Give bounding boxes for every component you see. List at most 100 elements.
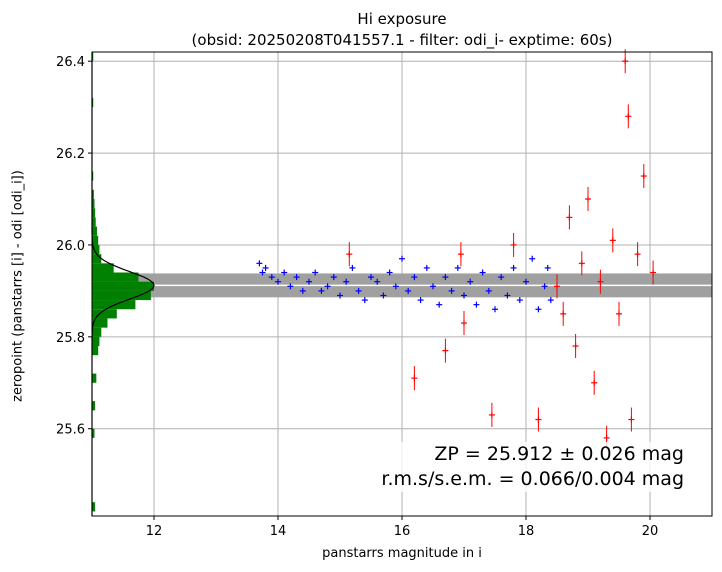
histogram-bar <box>92 52 94 62</box>
data-point <box>318 287 325 294</box>
data-point <box>510 264 517 271</box>
data-point <box>492 306 498 313</box>
histogram-bar <box>92 97 94 108</box>
data-point <box>485 287 492 294</box>
chart-subtitle: (obsid: 20250208T041557.1 - filter: odi_… <box>191 31 613 49</box>
histogram-bar <box>92 217 96 227</box>
data-point <box>430 283 436 290</box>
data-point <box>306 278 312 285</box>
data-point <box>448 287 455 294</box>
data-point <box>337 292 343 299</box>
y-tick-label: 25.8 <box>56 331 85 346</box>
data-point <box>287 283 294 290</box>
data-point <box>535 407 542 432</box>
histogram-bar <box>92 254 102 264</box>
data-point <box>268 274 275 281</box>
histogram-bar <box>92 244 100 255</box>
data-point <box>479 269 486 276</box>
histogram-bar <box>92 318 108 328</box>
data-point <box>349 264 356 271</box>
data-point <box>380 292 387 299</box>
y-tick-label: 26.2 <box>56 147 85 162</box>
y-tick-label: 26.0 <box>56 239 85 254</box>
annotation-rms: r.m.s/s.e.m. = 0.066/0.004 mag <box>381 468 684 490</box>
histogram-bar <box>92 373 97 383</box>
zeropoint-annotation: ZP = 25.912 ± 0.026 mag r.m.s/s.e.m. = 0… <box>379 442 686 492</box>
data-point <box>572 334 579 359</box>
data-point <box>417 297 424 304</box>
x-tick-label: 12 <box>146 524 163 539</box>
data-point <box>461 292 467 299</box>
histogram-bar <box>92 171 94 181</box>
histogram-bar <box>92 272 139 282</box>
histogram <box>91 52 155 516</box>
axes <box>88 51 713 520</box>
data-point <box>293 274 300 281</box>
data-point <box>547 297 554 304</box>
histogram-bar <box>92 226 97 236</box>
data-point <box>498 274 505 281</box>
data-point <box>504 292 511 299</box>
data-point <box>405 287 412 294</box>
data-point <box>436 301 443 308</box>
data-point <box>585 187 591 212</box>
data-point <box>392 283 399 290</box>
histogram-bar <box>92 263 114 273</box>
data-point <box>299 287 306 294</box>
data-points <box>256 49 657 450</box>
data-point <box>461 311 467 336</box>
data-point <box>650 260 657 285</box>
data-point <box>324 283 331 290</box>
data-point <box>368 274 374 281</box>
data-point <box>343 278 350 285</box>
data-point <box>411 366 418 391</box>
y-axis-label: zeropoint (panstarrs [i] - odi [odi_i]) <box>10 170 26 402</box>
tick-labels: 12 14 16 18 20 25.6 25.8 26.0 26.2 26.4 <box>56 55 658 539</box>
data-point <box>467 278 474 285</box>
data-point <box>262 264 269 271</box>
x-tick-label: 20 <box>642 524 659 539</box>
data-point <box>374 278 381 285</box>
data-point <box>640 164 647 189</box>
histogram-bar <box>92 327 102 337</box>
data-point <box>423 264 430 271</box>
data-point <box>442 274 449 281</box>
data-point <box>529 255 536 262</box>
histogram-bar <box>92 281 154 291</box>
data-point <box>609 228 616 253</box>
data-point <box>411 274 418 281</box>
axes-frame <box>91 51 713 517</box>
data-point <box>616 301 622 326</box>
data-point <box>541 283 548 290</box>
data-point <box>516 297 523 304</box>
y-tick-label: 26.4 <box>56 55 85 70</box>
data-point <box>454 264 461 271</box>
data-point <box>544 264 551 271</box>
chart-title: Hi exposure <box>357 10 447 28</box>
data-point <box>554 274 560 299</box>
histogram-bar <box>92 199 95 209</box>
histogram-bar <box>92 346 99 356</box>
data-point <box>510 232 517 257</box>
annotation-zp: ZP = 25.912 ± 0.026 mag <box>434 443 684 465</box>
data-point <box>281 269 288 276</box>
histogram-bar <box>92 189 94 200</box>
data-point <box>625 104 632 129</box>
data-point <box>259 269 266 276</box>
histogram-bar <box>92 336 100 347</box>
data-point <box>275 278 281 285</box>
x-tick-label: 18 <box>518 524 535 539</box>
histogram-bar <box>92 290 151 301</box>
data-point <box>473 301 480 308</box>
data-point <box>622 49 629 74</box>
histogram-bar <box>92 401 96 411</box>
histogram-bar <box>92 309 117 319</box>
data-point <box>457 242 464 267</box>
x-axis-label: panstarrs magnitude in i <box>322 546 482 561</box>
data-point <box>578 251 585 276</box>
data-point <box>355 287 362 294</box>
data-point <box>442 338 449 363</box>
data-point <box>566 205 573 230</box>
